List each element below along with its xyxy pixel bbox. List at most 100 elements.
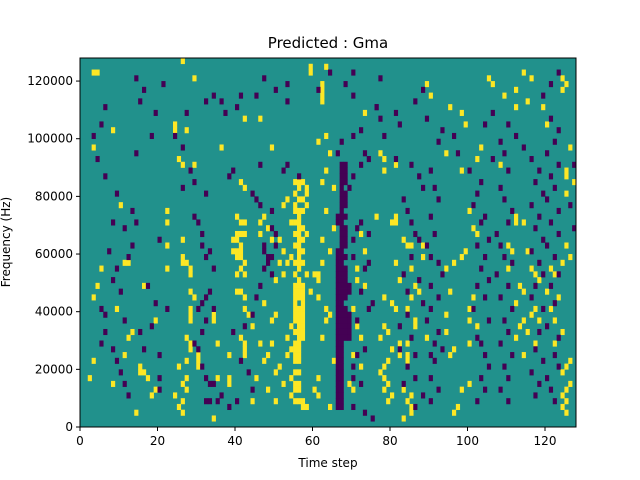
heatmap-cell-low [506,167,511,174]
heatmap-cell-high [273,311,278,318]
heatmap-cell-low [556,334,561,341]
heatmap-cell-low [475,242,480,249]
heatmap-cell-low [339,259,344,266]
heatmap-cell-high [351,386,356,393]
heatmap-cell-low [440,271,445,278]
heatmap-cell-high [328,248,333,255]
heatmap-cell-high [386,398,391,405]
y-axis-label: Frequency (Hz) [0,197,13,288]
heatmap-cell-low [409,334,414,341]
heatmap-cell-low [211,305,216,312]
heatmap-cell-high [514,219,519,226]
heatmap-cell-low [428,375,433,382]
heatmap-cell-low [335,340,340,347]
heatmap-cell-high [297,248,302,255]
heatmap-cell-low [548,386,554,393]
heatmap-cell-low [475,334,480,341]
heatmap-cell-low [545,242,550,249]
heatmap-cell-low [207,288,213,295]
heatmap-cell-high [180,409,185,416]
heatmap-cell-low [204,254,209,261]
heatmap-cell-low [339,202,344,209]
heatmap-cell-high [560,86,565,93]
heatmap-cell-low [343,230,348,238]
heatmap-cell-low [343,282,348,289]
heatmap-cell-high [514,104,519,111]
heatmap-cell-high [289,323,294,330]
heatmap-cell-high [452,259,457,266]
heatmap-cell-high [409,265,414,272]
heatmap-cell-low [413,98,418,105]
heatmap-cell-low [161,81,166,88]
heatmap-cell-high [149,392,154,399]
heatmap-cell-low [533,179,538,186]
heatmap-cell-low [157,236,162,243]
heatmap-cell-low [479,179,484,186]
heatmap-cell-high [304,230,309,238]
heatmap-cell-low [343,190,348,197]
heatmap-cell-low [421,184,426,191]
heatmap-cell-low [235,104,240,111]
heatmap-cell-low [552,352,557,359]
heatmap-cell-high [300,259,306,266]
heatmap-cell-low [428,213,433,220]
heatmap-cell-high [374,213,379,220]
heatmap-cell-low [359,288,364,295]
heatmap-cell-low [335,277,340,284]
heatmap-cell-low [204,398,209,405]
heatmap-cell-low [537,213,542,220]
heatmap-cell-high [293,219,298,226]
heatmap-cell-high [297,294,302,301]
heatmap-cell-high [285,352,290,359]
heatmap-cell-high [153,386,158,393]
heatmap-cell-low [339,346,344,353]
x-tick-label: 20 [150,434,165,448]
heatmap-cell-low [343,81,348,88]
heatmap-cell-low [254,196,259,203]
heatmap-cell-low [541,357,546,364]
heatmap-cell-high [262,213,267,220]
heatmap-cell-high [188,288,193,295]
heatmap-cell-low [432,230,437,238]
heatmap-cell-low [401,271,406,278]
heatmap-cell-low [417,236,422,243]
heatmap-cell-high [180,58,185,65]
heatmap-cell-low [339,179,344,186]
heatmap-cell-high [285,259,290,266]
heatmap-cell-low [413,352,418,359]
heatmap-cell-high [95,282,100,289]
heatmap-cell-high [273,398,278,405]
heatmap-cell-low [200,230,205,238]
x-tick-label: 80 [382,434,397,448]
heatmap-cell-high [289,346,294,353]
heatmap-cell-low [339,265,344,272]
x-tick-label: 40 [227,434,242,448]
heatmap-cell-high [293,179,298,186]
heatmap-cell-low [541,92,546,99]
heatmap-cell-low [343,179,348,186]
heatmap-cell-high [196,357,201,364]
heatmap-cell-low [548,115,554,122]
heatmap-cell-low [339,207,344,214]
heatmap-cell-high [455,403,461,411]
heatmap-cell-high [130,328,135,336]
heatmap-cell-high [238,254,244,261]
heatmap-cell-high [401,236,406,243]
y-tick-label: 120000 [27,74,73,88]
heatmap-cell-high [393,161,399,168]
heatmap-cell-low [537,167,542,174]
heatmap-cell-high [320,236,325,243]
heatmap-cell-low [510,352,515,359]
heatmap-cell-high [165,242,170,249]
heatmap-cell-low [455,150,461,157]
heatmap-cell-high [118,202,123,209]
heatmap-cell-low [537,380,542,387]
heatmap-cell-low [114,265,120,272]
heatmap-cell-high [382,156,387,163]
heatmap-cell-high [564,190,569,197]
heatmap-cell-high [552,317,557,324]
heatmap-cell-high [316,375,321,382]
heatmap-cell-low [103,104,108,111]
heatmap-cell-low [556,271,561,278]
heatmap-cell-high [467,380,472,387]
